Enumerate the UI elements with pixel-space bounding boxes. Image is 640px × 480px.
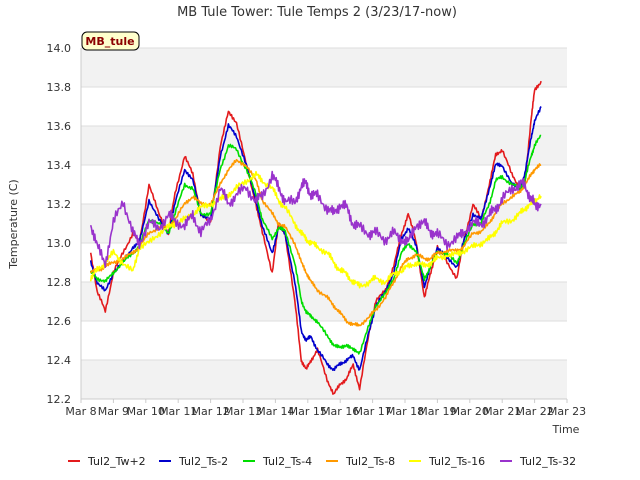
y-axis-ticks: 12.2 12.4 12.6 12.8 13.0 13.2 13.4 13.6 13.8 14.0 (47, 42, 72, 406)
y-tick-label: 12.8 (47, 276, 72, 289)
x-tick-label: Mar 22 (515, 405, 553, 418)
badge-label: MB_tule (85, 35, 134, 48)
plot-band (81, 360, 567, 399)
x-tick-label: Mar 11 (159, 405, 197, 418)
x-tick-label: Mar 17 (353, 405, 391, 418)
legend-item: Tul2_Ts-16 (409, 455, 485, 468)
mb-tule-badge: MB_tule (81, 31, 140, 51)
chart-title: MB Tule Tower: Tule Temps 2 (3/23/17-now… (177, 5, 457, 20)
x-tick-label: Mar 21 (483, 405, 521, 418)
y-tick-label: 14.0 (47, 42, 72, 55)
series-line-5 (89, 170, 542, 289)
x-tick-label: Mar 14 (256, 405, 294, 418)
y-tick-label: 12.6 (47, 315, 72, 328)
legend-item: Tul2_Ts-4 (243, 455, 312, 468)
plot-band (81, 282, 567, 321)
y-tick-label: 13.6 (47, 120, 72, 133)
legend-item: Tul2_Tw+2 (68, 455, 146, 468)
x-tick-label: Mar 12 (191, 405, 229, 418)
y-tick-label: 13.8 (47, 81, 72, 94)
legend: Tul2_Tw+2 Tul2_Ts-2 Tul2_Ts-4 Tul2_Ts-8 Tul2… (68, 455, 576, 468)
x-axis-title: Time (552, 423, 580, 436)
x-tick-label: Mar 9 (98, 405, 129, 418)
series-lines (89, 80, 542, 395)
x-tick-label: Mar 19 (418, 405, 456, 418)
legend-item: Tul2_Ts-8 (326, 455, 395, 468)
y-tick-label: 12.2 (47, 393, 72, 406)
x-tick-label: Mar 15 (289, 405, 327, 418)
x-tick-label: Mar 16 (321, 405, 359, 418)
legend-label: Tul2_Tw+2 (87, 455, 146, 468)
x-tick-label: Mar 23 (548, 405, 586, 418)
legend-label: Tul2_Ts-4 (262, 455, 312, 468)
plot-band (81, 126, 567, 165)
legend-item: Tul2_Ts-2 (159, 455, 228, 468)
y-tick-label: 13.0 (47, 237, 72, 250)
x-tick-label: Mar 8 (65, 405, 96, 418)
y-tick-label: 12.4 (47, 354, 72, 367)
y-axis-title: Temperature (C) (7, 179, 20, 269)
badge-box (81, 31, 140, 51)
x-tick-label: Mar 13 (224, 405, 262, 418)
legend-label: Tul2_Ts-32 (519, 455, 576, 468)
legend-label: Tul2_Ts-2 (178, 455, 228, 468)
series-line-1 (89, 80, 542, 395)
legend-label: Tul2_Ts-8 (345, 455, 395, 468)
x-tick-label: Mar 20 (451, 405, 489, 418)
y-tick-label: 13.4 (47, 159, 72, 172)
x-tick-label: Mar 18 (386, 405, 424, 418)
plot-band (81, 48, 567, 87)
series-line-6 (89, 170, 542, 269)
legend-item: Tul2_Ts-32 (500, 455, 576, 468)
y-tick-label: 13.2 (47, 198, 72, 211)
x-tick-label: Mar 10 (127, 405, 165, 418)
legend-label: Tul2_Ts-16 (428, 455, 485, 468)
